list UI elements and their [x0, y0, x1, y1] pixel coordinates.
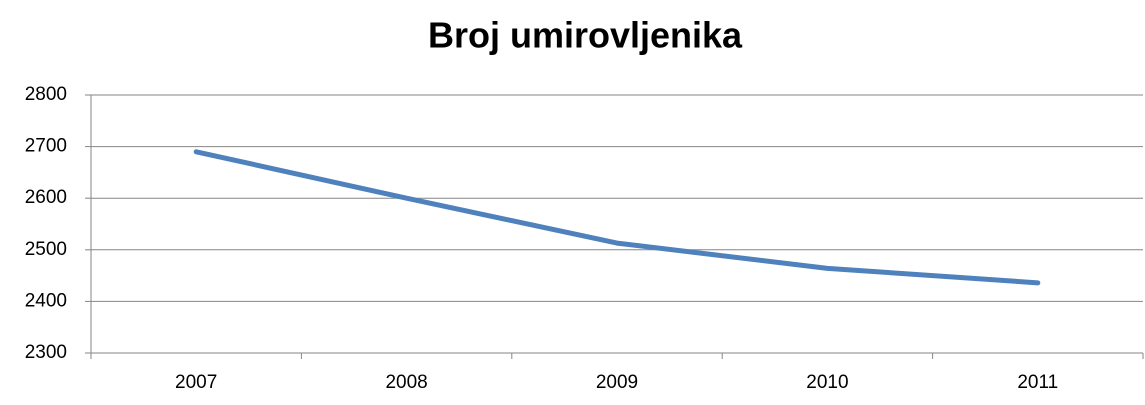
y-tick-label: 2700 [25, 136, 67, 157]
line [193, 149, 1041, 286]
y-tick-label: 2500 [25, 239, 67, 260]
chart-title: Broj umirovljenika [428, 15, 743, 56]
y-tick-label: 2600 [25, 187, 67, 208]
x-tick-label: 2010 [806, 372, 848, 393]
x-tick-label: 2008 [385, 372, 427, 393]
y-tick-label: 2300 [25, 342, 67, 363]
x-tick-label: 2007 [175, 372, 217, 393]
y-tick-label: 2800 [25, 84, 67, 105]
y-tick-label: 2400 [25, 290, 67, 311]
x-tick-label: 2011 [1017, 372, 1058, 393]
x-tick-label: 2009 [596, 372, 638, 393]
